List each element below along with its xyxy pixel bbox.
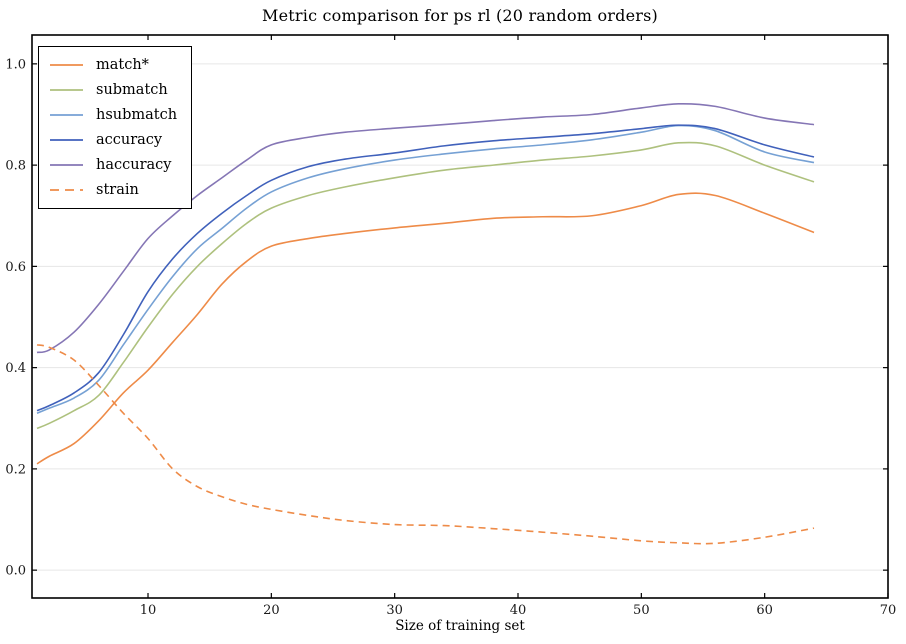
- y-tick-label: 1.0: [5, 57, 26, 72]
- legend-line-sample: [50, 189, 83, 191]
- series-line-hsubmatch: [36, 124, 815, 414]
- y-tick-label: 0.8: [5, 159, 26, 174]
- legend-item-strain: strain: [50, 179, 177, 201]
- x-axis-label: Size of training set: [395, 618, 525, 634]
- chart-title: Metric comparison for ps rl (20 random o…: [262, 6, 658, 25]
- legend-line-sample: [50, 164, 83, 166]
- x-tick-label: 30: [386, 603, 403, 618]
- y-tick-label: 0.4: [5, 361, 26, 376]
- legend: match* submatch hsubmatch accuracy haccuracy…: [38, 46, 193, 209]
- x-tick-label: 10: [140, 603, 157, 618]
- legend-item-haccuracy: haccuracy: [50, 154, 177, 176]
- series-line-accuracy: [36, 124, 815, 412]
- legend-line-sample: [50, 139, 83, 141]
- legend-label: haccuracy: [96, 157, 172, 173]
- legend-label: strain: [96, 182, 139, 198]
- legend-label: hsubmatch: [96, 107, 178, 123]
- legend-line-sample: [50, 64, 83, 66]
- x-tick-label: 20: [263, 603, 280, 618]
- legend-item-accuracy: accuracy: [50, 129, 177, 151]
- x-tick-label: 50: [633, 603, 650, 618]
- legend-item-submatch: submatch: [50, 79, 177, 101]
- legend-item-match: match*: [50, 54, 177, 76]
- plot-border: [31, 34, 889, 599]
- series-line-match: [36, 192, 815, 465]
- y-tick-label: 0.6: [5, 260, 26, 275]
- x-tick-label: 70: [880, 603, 897, 618]
- legend-label: accuracy: [96, 132, 163, 148]
- series-line-haccuracy: [36, 102, 815, 354]
- legend-label: match*: [96, 57, 149, 73]
- legend-line-sample: [50, 89, 83, 91]
- x-tick-label: 40: [510, 603, 527, 618]
- legend-line-sample: [50, 114, 83, 116]
- legend-label: submatch: [96, 82, 168, 98]
- series-line-strain: [36, 344, 815, 545]
- y-tick-label: 0.0: [5, 564, 26, 579]
- x-tick-label: 60: [756, 603, 773, 618]
- legend-item-hsubmatch: hsubmatch: [50, 104, 177, 126]
- y-tick-label: 0.2: [5, 462, 26, 477]
- series-line-submatch: [36, 141, 815, 430]
